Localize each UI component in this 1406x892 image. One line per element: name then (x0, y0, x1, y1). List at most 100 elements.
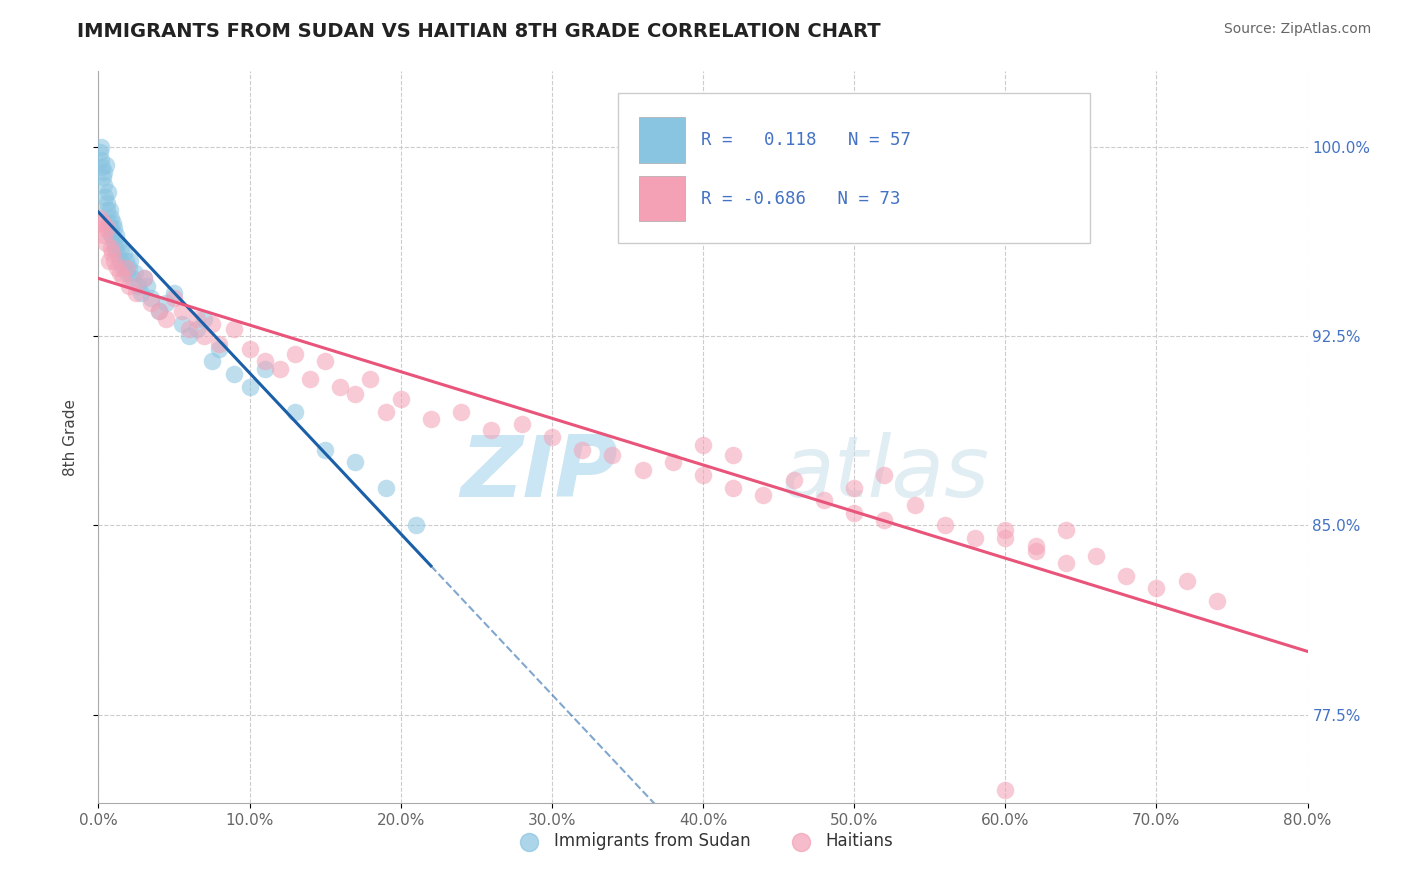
Point (141, 296, 163, 310)
Point (1175, 574, 1198, 588)
Point (100, 241, 122, 255)
Point (93, 228, 115, 243)
Point (450, 405, 472, 419)
Point (132, 271, 155, 285)
Point (100, 228, 122, 243)
Point (163, 291, 186, 305)
Point (148, 304, 170, 318)
Point (208, 336, 231, 351)
Point (105, 246, 128, 260)
Point (692, 467, 714, 482)
Point (103, 235, 125, 250)
Point (253, 362, 276, 376)
Point (103, 253, 125, 268)
Point (208, 342, 231, 356)
Point (1054, 524, 1077, 538)
Point (314, 354, 336, 368)
Point (100, 211, 122, 225)
Point (844, 481, 866, 495)
Point (90, 220, 112, 235)
Point (1085, 549, 1108, 563)
Point (329, 379, 352, 393)
Point (163, 286, 186, 301)
Point (118, 278, 141, 293)
Point (94, 158, 117, 172)
Point (481, 423, 503, 437)
Point (314, 442, 336, 457)
Point (111, 271, 134, 285)
Point (115, 266, 138, 280)
Point (510, 417, 533, 432)
Point (114, 261, 136, 276)
Point (104, 228, 127, 243)
Point (108, 266, 131, 280)
Point (179, 321, 201, 335)
Point (239, 342, 262, 356)
Text: R = -0.686   N = 73: R = -0.686 N = 73 (700, 190, 900, 208)
Point (96, 220, 118, 235)
Point (90, 140, 112, 154)
Point (121, 271, 143, 285)
Point (114, 253, 136, 268)
Point (571, 442, 593, 457)
Point (1146, 582, 1168, 596)
Point (108, 253, 131, 268)
Point (104, 241, 127, 255)
Point (844, 506, 866, 520)
Point (155, 311, 177, 326)
Point (98, 253, 121, 268)
Point (1024, 543, 1046, 558)
Point (540, 430, 562, 444)
Point (201, 317, 224, 331)
Point (389, 392, 412, 407)
Point (124, 266, 146, 280)
Point (1115, 569, 1137, 583)
Point (193, 329, 215, 343)
Point (1206, 594, 1229, 608)
Y-axis label: 8th Grade: 8th Grade (63, 399, 77, 475)
Point (118, 261, 141, 276)
Point (110, 241, 132, 255)
Point (1024, 539, 1046, 553)
Point (94, 190, 117, 204)
Point (269, 362, 291, 376)
Point (179, 329, 201, 343)
Text: Source: ZipAtlas.com: Source: ZipAtlas.com (1223, 22, 1371, 37)
Point (405, 518, 427, 533)
Point (112, 246, 135, 260)
Point (873, 467, 896, 482)
Point (127, 278, 149, 293)
Point (374, 481, 396, 495)
Point (239, 379, 262, 393)
Point (148, 304, 170, 318)
Point (1054, 556, 1077, 570)
Point (91, 216, 114, 230)
Point (344, 455, 367, 469)
Point (125, 286, 148, 301)
Point (602, 448, 624, 462)
Point (101, 216, 124, 230)
Point (284, 347, 307, 361)
Text: atlas: atlas (782, 432, 990, 516)
Point (170, 317, 193, 331)
Point (253, 354, 276, 368)
Point (98, 203, 121, 218)
Legend: Immigrants from Sudan, Haitians: Immigrants from Sudan, Haitians (506, 825, 900, 856)
Point (170, 304, 193, 318)
FancyBboxPatch shape (619, 94, 1090, 244)
Point (661, 455, 683, 469)
Point (107, 235, 129, 250)
Point (631, 463, 654, 477)
Bar (638, 118, 685, 163)
Point (692, 437, 714, 451)
Point (752, 488, 775, 502)
Point (813, 493, 835, 508)
Point (186, 321, 208, 335)
Point (965, 531, 987, 545)
Point (91, 160, 114, 174)
Point (994, 524, 1017, 538)
Point (103, 220, 125, 235)
Point (360, 372, 382, 386)
Text: ZIP: ZIP (461, 432, 619, 516)
Point (89, 145, 111, 159)
